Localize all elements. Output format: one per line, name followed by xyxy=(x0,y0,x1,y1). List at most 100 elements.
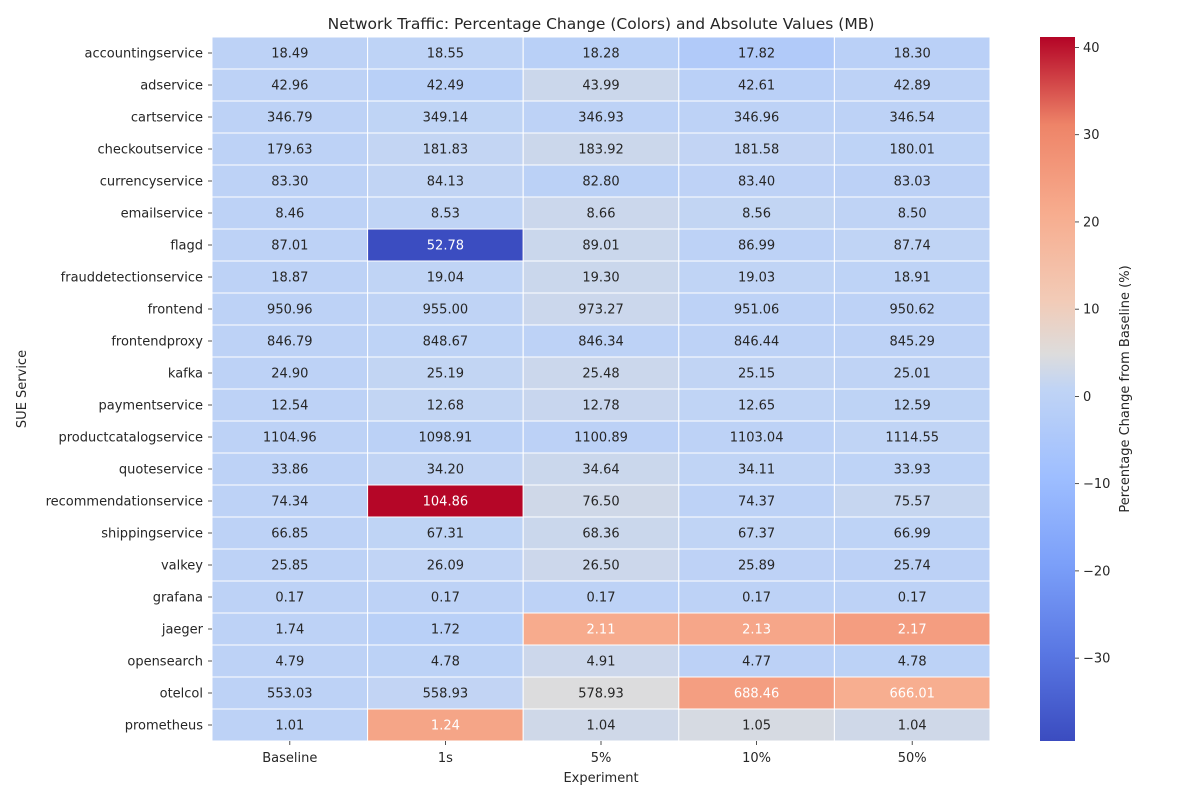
heatmap-cell xyxy=(833,292,991,326)
cell-value-label: 42.96 xyxy=(271,79,308,94)
heatmap-cell xyxy=(833,452,991,486)
cell-value-label: 75.57 xyxy=(894,495,931,510)
heatmap-cell xyxy=(833,68,991,102)
heatmap-cell xyxy=(833,612,991,646)
cell-value-label: 18.49 xyxy=(271,47,308,62)
heatmap-cell xyxy=(211,644,369,678)
heatmap-cell xyxy=(367,196,524,230)
row-label: grafana xyxy=(153,591,203,606)
row-label: frontend xyxy=(148,303,203,318)
row-label: shippingservice xyxy=(101,527,203,542)
cell-value-label: 846.34 xyxy=(578,335,624,350)
column-label: 50% xyxy=(898,751,927,766)
heatmap-cell xyxy=(367,708,524,742)
cell-value-label: 25.89 xyxy=(738,559,775,574)
cell-value-label: 25.19 xyxy=(427,367,464,382)
colorbar-tick-label: 0 xyxy=(1083,390,1091,405)
heatmap-cells: 18.49 18.55 18.28 17.82 18.30 42.96 42.49 43.99… xyxy=(211,36,991,742)
heatmap-cell xyxy=(367,164,524,198)
cell-value-label: 578.93 xyxy=(578,687,624,702)
cell-value-label: 68.36 xyxy=(582,527,619,542)
cell-value-label: 25.85 xyxy=(271,559,308,574)
cell-value-label: 1.04 xyxy=(587,719,616,734)
cell-value-label: 43.99 xyxy=(582,79,619,94)
cell-value-label: 42.89 xyxy=(894,79,931,94)
cell-value-label: 558.93 xyxy=(423,687,469,702)
heatmap-cell xyxy=(678,548,835,582)
heatmap-cell xyxy=(211,452,369,486)
heatmap-cell xyxy=(522,68,680,102)
heatmap-cell xyxy=(522,196,680,230)
heatmap-cell xyxy=(833,644,991,678)
cell-value-label: 2.13 xyxy=(742,623,771,638)
cell-value-label: 950.62 xyxy=(889,303,935,318)
x-axis-label: Experiment xyxy=(563,771,638,786)
heatmap-cell xyxy=(522,356,680,390)
heatmap-cell xyxy=(367,36,524,70)
cell-value-label: 104.86 xyxy=(423,495,469,510)
cell-value-label: 18.55 xyxy=(427,47,464,62)
row-label: opensearch xyxy=(127,655,203,670)
heatmap-cell xyxy=(678,644,835,678)
cell-value-label: 8.46 xyxy=(275,207,304,222)
colorbar-tick-label: 10 xyxy=(1083,303,1100,318)
cell-value-label: 24.90 xyxy=(271,367,308,382)
heatmap-cell xyxy=(367,548,524,582)
heatmap-cell xyxy=(833,132,991,166)
row-label: accountingservice xyxy=(85,47,203,62)
cell-value-label: 4.91 xyxy=(587,655,616,670)
cell-value-label: 66.99 xyxy=(894,527,931,542)
heatmap-cell xyxy=(211,612,369,646)
cell-value-label: 18.30 xyxy=(894,47,931,62)
column-labels: Baseline 1s 5% 10% 50% xyxy=(262,741,927,766)
heatmap-cell xyxy=(522,452,680,486)
heatmap-cell xyxy=(522,708,680,742)
heatmap-cell xyxy=(833,484,991,518)
cell-value-label: 18.87 xyxy=(271,271,308,286)
heatmap-cell xyxy=(522,484,680,518)
heatmap-cell xyxy=(678,260,835,294)
cell-value-label: 666.01 xyxy=(889,687,935,702)
cell-value-label: 349.14 xyxy=(423,111,469,126)
cell-value-label: 1.74 xyxy=(275,623,304,638)
heatmap-cell xyxy=(367,260,524,294)
heatmap-cell xyxy=(678,132,835,166)
cell-value-label: 18.28 xyxy=(582,47,619,62)
heatmap-cell xyxy=(211,356,369,390)
heatmap-cell xyxy=(211,36,369,70)
heatmap-cell xyxy=(522,676,680,710)
row-label: valkey xyxy=(161,559,203,574)
row-label: quoteservice xyxy=(119,463,203,478)
cell-value-label: 955.00 xyxy=(423,303,469,318)
cell-value-label: 25.01 xyxy=(894,367,931,382)
heatmap-cell xyxy=(522,324,680,358)
cell-value-label: 346.54 xyxy=(889,111,935,126)
cell-value-label: 84.13 xyxy=(427,175,464,190)
cell-value-label: 950.96 xyxy=(267,303,313,318)
cell-value-label: 973.27 xyxy=(578,303,624,318)
cell-value-label: 19.04 xyxy=(427,271,464,286)
heatmap-cell xyxy=(678,100,835,134)
cell-value-label: 688.46 xyxy=(734,687,780,702)
heatmap-cell xyxy=(678,484,835,518)
cell-value-label: 12.54 xyxy=(271,399,308,414)
cell-value-label: 181.58 xyxy=(734,143,780,158)
cell-value-label: 34.64 xyxy=(582,463,619,478)
colorbar-tick-label: −30 xyxy=(1083,652,1110,667)
cell-value-label: 76.50 xyxy=(582,495,619,510)
heatmap-cell xyxy=(678,516,835,550)
heatmap-cell xyxy=(211,324,369,358)
cell-value-label: 18.91 xyxy=(894,271,931,286)
cell-value-label: 1.04 xyxy=(898,719,927,734)
cell-value-label: 0.17 xyxy=(587,591,616,606)
cell-value-label: 8.50 xyxy=(898,207,927,222)
row-label: flagd xyxy=(170,239,203,254)
cell-value-label: 12.78 xyxy=(582,399,619,414)
cell-value-label: 1098.91 xyxy=(419,431,473,446)
cell-value-label: 4.77 xyxy=(742,655,771,670)
cell-value-label: 846.79 xyxy=(267,335,313,350)
colorbar-tick-label: 20 xyxy=(1083,215,1100,230)
cell-value-label: 1104.96 xyxy=(263,431,317,446)
cell-value-label: 183.92 xyxy=(578,143,624,158)
heatmap-cell xyxy=(522,516,680,550)
